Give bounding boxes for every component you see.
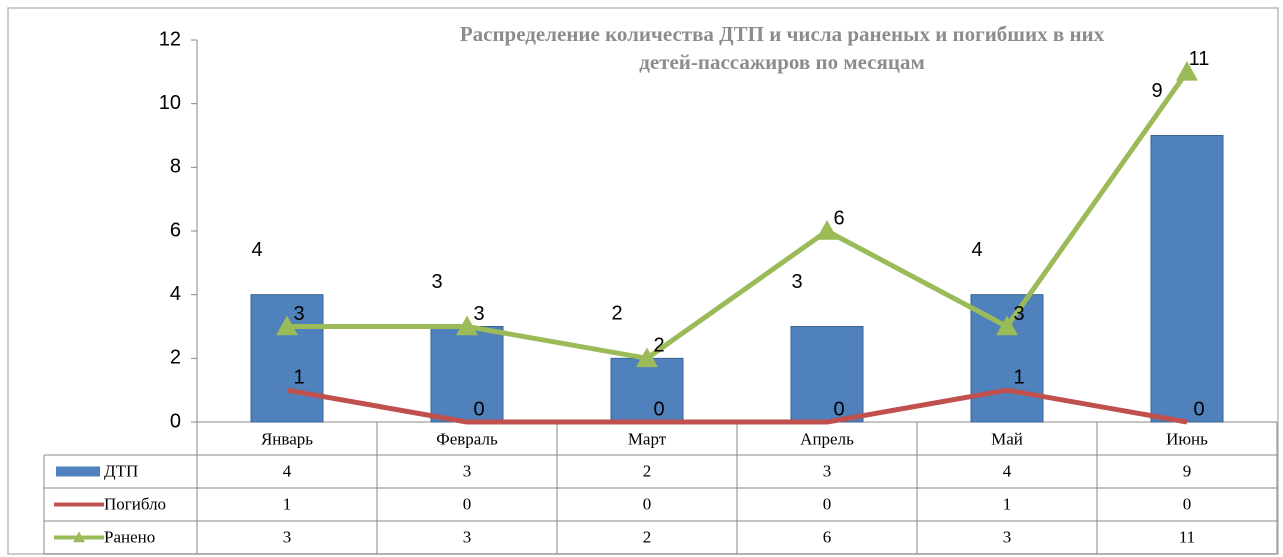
legend-swatch (56, 466, 100, 477)
data-label: 3 (791, 271, 802, 293)
x-tick-label: Февраль (436, 429, 498, 448)
chart-title: Распределение количества ДТП и числа ран… (460, 22, 1105, 46)
y-tick-label: 2 (170, 347, 181, 369)
data-label: 3 (431, 271, 442, 293)
marker (816, 220, 838, 240)
table-value: 4 (1003, 461, 1012, 480)
y-tick-label: 8 (170, 156, 181, 178)
data-label: 3 (1013, 303, 1024, 325)
table-value: 0 (1183, 494, 1192, 513)
legend-marker (73, 531, 85, 543)
table-value: 9 (1183, 461, 1192, 480)
y-tick-label: 10 (159, 92, 181, 114)
table-value: 11 (1179, 527, 1195, 546)
data-label: 4 (971, 239, 982, 261)
table-value: 3 (823, 461, 832, 480)
table-value: 4 (283, 461, 292, 480)
table-value: 1 (1003, 494, 1012, 513)
legend-label: Погибло (104, 494, 166, 513)
table-value: 0 (643, 494, 652, 513)
chart-title: детей-пассажиров по месяцам (639, 50, 925, 74)
x-tick-label: Март (628, 429, 667, 448)
table-value: 3 (463, 461, 472, 480)
data-label: 2 (653, 335, 664, 357)
data-label: 1 (1013, 366, 1024, 388)
marker (636, 347, 658, 368)
data-label: 3 (473, 303, 484, 325)
table-value: 1 (283, 494, 292, 513)
data-label: 1 (293, 366, 304, 388)
line (286, 387, 1188, 425)
data-label: 0 (653, 398, 664, 420)
data-label: 4 (251, 239, 262, 261)
y-tick-label: 12 (159, 28, 181, 50)
marker (456, 315, 478, 336)
data-label: 2 (611, 303, 622, 325)
data-label: 6 (833, 207, 844, 229)
data-label: 11 (1189, 48, 1210, 70)
marker (1176, 60, 1198, 81)
bar (610, 357, 684, 423)
bar (430, 326, 504, 423)
table-value: 3 (1003, 527, 1012, 546)
table-value: 0 (823, 494, 832, 513)
y-tick-label: 4 (170, 283, 181, 305)
marker (276, 315, 298, 336)
bar (790, 326, 864, 423)
data-label: 3 (293, 303, 304, 325)
x-tick-label: Январь (261, 429, 313, 448)
data-label: 0 (473, 398, 484, 420)
x-tick-label: Май (991, 429, 1023, 448)
y-tick-label: 6 (170, 219, 181, 241)
table-value: 0 (463, 494, 472, 513)
table-value: 2 (643, 461, 652, 480)
table-value: 2 (643, 527, 652, 546)
marker (996, 315, 1018, 336)
legend-label: ДТП (104, 461, 138, 480)
table-value: 3 (283, 527, 292, 546)
table-value: 3 (463, 527, 472, 546)
bar (250, 294, 324, 423)
data-label: 0 (833, 398, 844, 420)
x-tick-label: Июнь (1166, 429, 1208, 448)
data-label: 0 (1193, 398, 1204, 420)
data-label: 9 (1151, 80, 1162, 102)
bar (1150, 135, 1224, 423)
table-value: 6 (823, 527, 832, 546)
y-tick-label: 0 (170, 410, 181, 432)
x-tick-label: Апрель (800, 429, 854, 448)
legend-label: Ранено (104, 527, 155, 546)
line (287, 70, 1190, 361)
